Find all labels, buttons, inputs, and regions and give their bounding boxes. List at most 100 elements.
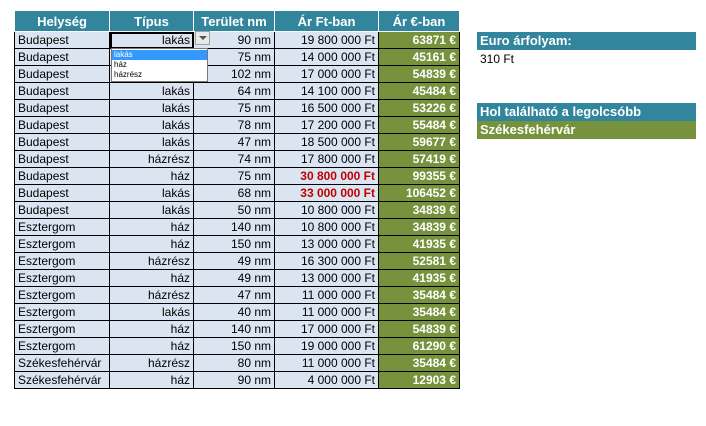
cell-type[interactable]: házrész bbox=[109, 150, 194, 168]
cell-city[interactable]: Esztergom bbox=[14, 235, 110, 253]
header-cell-area[interactable]: Terület nm bbox=[193, 10, 275, 32]
cell-city[interactable]: Budapest bbox=[14, 82, 110, 100]
cell-area[interactable]: 68 nm bbox=[193, 184, 275, 202]
cell-price-eur[interactable]: 35484 € bbox=[378, 354, 460, 372]
cell-price-eur[interactable]: 35484 € bbox=[378, 286, 460, 304]
cell-price-ft[interactable]: 19 000 000 Ft bbox=[274, 337, 379, 355]
cell-city[interactable]: Esztergom bbox=[14, 320, 110, 338]
cheapest-question[interactable]: Hol található a legolcsóbb ingatlan? bbox=[477, 103, 696, 137]
cell-type[interactable]: ház bbox=[109, 167, 194, 185]
cell-price-eur[interactable]: 53226 € bbox=[378, 99, 460, 117]
cell-price-eur[interactable]: 55484 € bbox=[378, 116, 460, 134]
header-cell-price-ft[interactable]: Ár Ft-ban bbox=[274, 10, 379, 32]
cell-price-eur[interactable]: 34839 € bbox=[378, 218, 460, 236]
cell-area[interactable]: 90 nm bbox=[193, 31, 275, 49]
cell-type[interactable]: lakás bbox=[109, 116, 194, 134]
cell-price-ft[interactable]: 4 000 000 Ft bbox=[274, 371, 379, 389]
cell-area[interactable]: 75 nm bbox=[193, 167, 275, 185]
cell-city[interactable]: Székesfehérvár bbox=[14, 371, 110, 389]
cell-price-eur[interactable]: 106452 € bbox=[378, 184, 460, 202]
cell-city[interactable]: Budapest bbox=[14, 201, 110, 219]
euro-rate-value[interactable]: 310 Ft bbox=[480, 52, 515, 66]
cell-price-eur[interactable]: 52581 € bbox=[378, 252, 460, 270]
cell-type[interactable]: ház bbox=[109, 337, 194, 355]
cell-type[interactable]: lakás bbox=[109, 31, 194, 49]
cell-price-ft[interactable]: 18 500 000 Ft bbox=[274, 133, 379, 151]
dropdown-arrow-button[interactable] bbox=[195, 31, 210, 45]
cell-city[interactable]: Budapest bbox=[14, 65, 110, 83]
cell-type[interactable]: házrész bbox=[109, 354, 194, 372]
cell-type[interactable]: ház bbox=[109, 218, 194, 236]
cell-city[interactable]: Budapest bbox=[14, 116, 110, 134]
cell-price-ft[interactable]: 17 000 000 Ft bbox=[274, 65, 379, 83]
cell-area[interactable]: 140 nm bbox=[193, 320, 275, 338]
cell-area[interactable]: 47 nm bbox=[193, 133, 275, 151]
cell-price-ft[interactable]: 10 800 000 Ft bbox=[274, 201, 379, 219]
cell-type[interactable]: lakás bbox=[109, 303, 194, 321]
cell-price-eur[interactable]: 59677 € bbox=[378, 133, 460, 151]
cell-price-ft[interactable]: 30 800 000 Ft bbox=[274, 167, 379, 185]
cell-price-eur[interactable]: 63871 € bbox=[378, 31, 460, 49]
cell-area[interactable]: 75 nm bbox=[193, 99, 275, 117]
cell-type[interactable]: ház bbox=[109, 269, 194, 287]
cell-price-ft[interactable]: 17 200 000 Ft bbox=[274, 116, 379, 134]
cell-area[interactable]: 49 nm bbox=[193, 252, 275, 270]
cell-price-eur[interactable]: 35484 € bbox=[378, 303, 460, 321]
cell-city[interactable]: Budapest bbox=[14, 150, 110, 168]
cell-price-eur[interactable]: 41935 € bbox=[378, 235, 460, 253]
cell-type[interactable]: lakás bbox=[109, 184, 194, 202]
cell-area[interactable]: 49 nm bbox=[193, 269, 275, 287]
cell-area[interactable]: 50 nm bbox=[193, 201, 275, 219]
cell-area[interactable]: 150 nm bbox=[193, 337, 275, 355]
cell-price-eur[interactable]: 34839 € bbox=[378, 201, 460, 219]
cell-area[interactable]: 64 nm bbox=[193, 82, 275, 100]
cell-city[interactable]: Budapest bbox=[14, 99, 110, 117]
cell-city[interactable]: Esztergom bbox=[14, 337, 110, 355]
cell-city[interactable]: Esztergom bbox=[14, 269, 110, 287]
cell-price-ft[interactable]: 33 000 000 Ft bbox=[274, 184, 379, 202]
cell-city[interactable]: Budapest bbox=[14, 31, 110, 49]
cell-price-eur[interactable]: 45161 € bbox=[378, 48, 460, 66]
cell-city[interactable]: Esztergom bbox=[14, 303, 110, 321]
cell-price-ft[interactable]: 10 800 000 Ft bbox=[274, 218, 379, 236]
cheapest-answer[interactable]: Székesfehérvár bbox=[477, 121, 696, 139]
cell-price-ft[interactable]: 16 500 000 Ft bbox=[274, 99, 379, 117]
header-cell-type[interactable]: Típus bbox=[109, 10, 194, 32]
type-dropdown-list[interactable]: lakás ház házrész bbox=[111, 48, 208, 82]
cell-city[interactable]: Budapest bbox=[14, 133, 110, 151]
cell-city[interactable]: Budapest bbox=[14, 184, 110, 202]
cell-price-ft[interactable]: 16 300 000 Ft bbox=[274, 252, 379, 270]
cell-type[interactable]: lakás bbox=[109, 133, 194, 151]
cell-type[interactable]: házrész bbox=[109, 252, 194, 270]
cell-price-ft[interactable]: 14 000 000 Ft bbox=[274, 48, 379, 66]
cell-city[interactable]: Budapest bbox=[14, 48, 110, 66]
cell-type[interactable]: ház bbox=[109, 320, 194, 338]
cell-city[interactable]: Esztergom bbox=[14, 286, 110, 304]
header-cell-price-eur[interactable]: Ár €-ban bbox=[378, 10, 460, 32]
cell-city[interactable]: Esztergom bbox=[14, 218, 110, 236]
cell-type[interactable]: ház bbox=[109, 235, 194, 253]
header-cell-city[interactable]: Helység bbox=[14, 10, 110, 32]
cell-price-ft[interactable]: 17 800 000 Ft bbox=[274, 150, 379, 168]
cell-area[interactable]: 90 nm bbox=[193, 371, 275, 389]
cell-type[interactable]: lakás bbox=[109, 99, 194, 117]
dropdown-option-hazresz[interactable]: házrész bbox=[114, 70, 143, 79]
cell-price-eur[interactable]: 41935 € bbox=[378, 269, 460, 287]
cell-price-eur[interactable]: 99355 € bbox=[378, 167, 460, 185]
cell-price-eur[interactable]: 61290 € bbox=[378, 337, 460, 355]
cell-area[interactable]: 78 nm bbox=[193, 116, 275, 134]
cell-type[interactable]: lakás bbox=[109, 201, 194, 219]
cell-price-eur[interactable]: 45484 € bbox=[378, 82, 460, 100]
cell-price-ft[interactable]: 11 000 000 Ft bbox=[274, 303, 379, 321]
cell-price-eur[interactable]: 12903 € bbox=[378, 371, 460, 389]
cell-price-ft[interactable]: 11 000 000 Ft bbox=[274, 286, 379, 304]
cell-city[interactable]: Székesfehérvár bbox=[14, 354, 110, 372]
cell-type[interactable]: lakás bbox=[109, 82, 194, 100]
cell-price-eur[interactable]: 54839 € bbox=[378, 65, 460, 83]
cell-city[interactable]: Budapest bbox=[14, 167, 110, 185]
cell-area[interactable]: 140 nm bbox=[193, 218, 275, 236]
cell-price-ft[interactable]: 19 800 000 Ft bbox=[274, 31, 379, 49]
cell-area[interactable]: 40 nm bbox=[193, 303, 275, 321]
cell-area[interactable]: 80 nm bbox=[193, 354, 275, 372]
dropdown-option-lakas[interactable]: lakás bbox=[112, 50, 207, 60]
